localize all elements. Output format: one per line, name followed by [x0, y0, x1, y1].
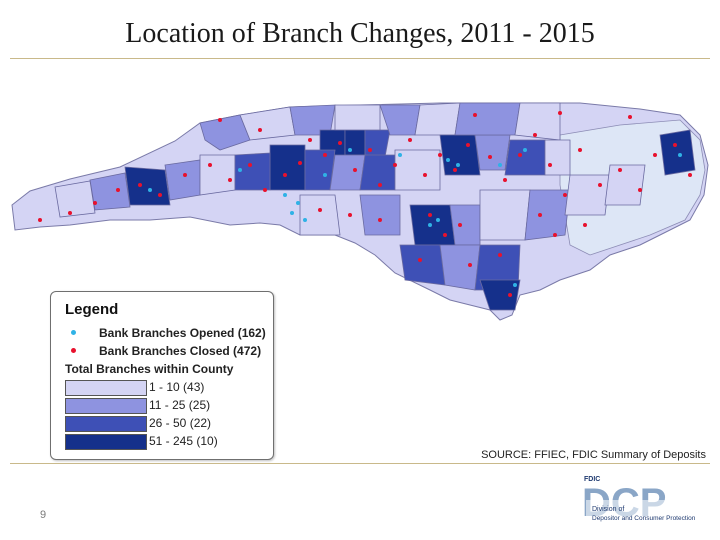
legend-class-4: 51 - 245 (10) — [149, 434, 218, 448]
title-divider — [10, 58, 710, 59]
county — [409, 204, 456, 246]
county — [124, 166, 171, 206]
county — [199, 154, 236, 196]
legend-total-title: Total Branches within County — [65, 362, 234, 376]
county — [359, 154, 396, 191]
county — [359, 194, 401, 236]
county — [394, 149, 441, 191]
legend-class-2: 11 - 25 (25) — [149, 398, 211, 412]
counties — [54, 102, 696, 311]
county — [439, 134, 481, 176]
legend-class-3: 26 - 50 (22) — [149, 416, 212, 430]
closed-branches — [38, 111, 692, 297]
county — [504, 139, 546, 176]
legend-swatch-4 — [65, 434, 147, 450]
county — [524, 189, 571, 241]
county — [479, 189, 531, 241]
legend-opened-label: Bank Branches Opened (162) — [99, 326, 266, 340]
legend-class-1: 1 - 10 (43) — [149, 380, 205, 394]
county — [454, 102, 521, 136]
county — [399, 244, 446, 286]
county — [544, 139, 571, 176]
county — [299, 194, 341, 236]
page-number: 9 — [40, 509, 47, 521]
closed-dot-icon — [71, 348, 76, 353]
page-title: Location of Branch Changes, 2011 - 2015 — [125, 18, 595, 49]
legend-swatch-1 — [65, 380, 147, 396]
legend-title: Legend — [65, 301, 119, 318]
county — [479, 279, 521, 311]
county — [334, 104, 381, 131]
svg-text:FDIC: FDIC — [584, 476, 600, 483]
opened-dot-icon — [71, 330, 76, 335]
county — [449, 204, 481, 246]
county — [344, 129, 366, 156]
nc-county-map — [11, 102, 709, 321]
source-note: SOURCE: FFIEC, FDIC Summary of Deposits — [481, 449, 706, 461]
county — [514, 102, 561, 141]
county — [474, 134, 511, 171]
svg-text:Division of: Division of — [592, 506, 624, 513]
county — [164, 159, 201, 201]
county — [54, 180, 96, 218]
county — [564, 174, 611, 216]
county — [234, 152, 271, 191]
county — [329, 154, 366, 191]
svg-text:Depositor and Consumer Protect: Depositor and Consumer Protection — [592, 515, 696, 522]
legend-swatch-2 — [65, 398, 147, 414]
legend-closed-label: Bank Branches Closed (472) — [99, 344, 262, 358]
county — [604, 164, 646, 206]
county — [269, 144, 306, 191]
county — [199, 114, 251, 151]
legend-swatch-3 — [65, 416, 147, 432]
fdic-dcp-logo: FDIC DCP Division of Depositor and Consu… — [578, 470, 708, 532]
county — [239, 106, 296, 141]
county — [659, 129, 696, 176]
opened-branches — [148, 148, 682, 287]
county — [414, 102, 461, 136]
map-legend: Legend Bank Branches Opened (162) Bank B… — [50, 291, 274, 460]
footer-divider — [10, 463, 710, 464]
county — [439, 244, 481, 291]
